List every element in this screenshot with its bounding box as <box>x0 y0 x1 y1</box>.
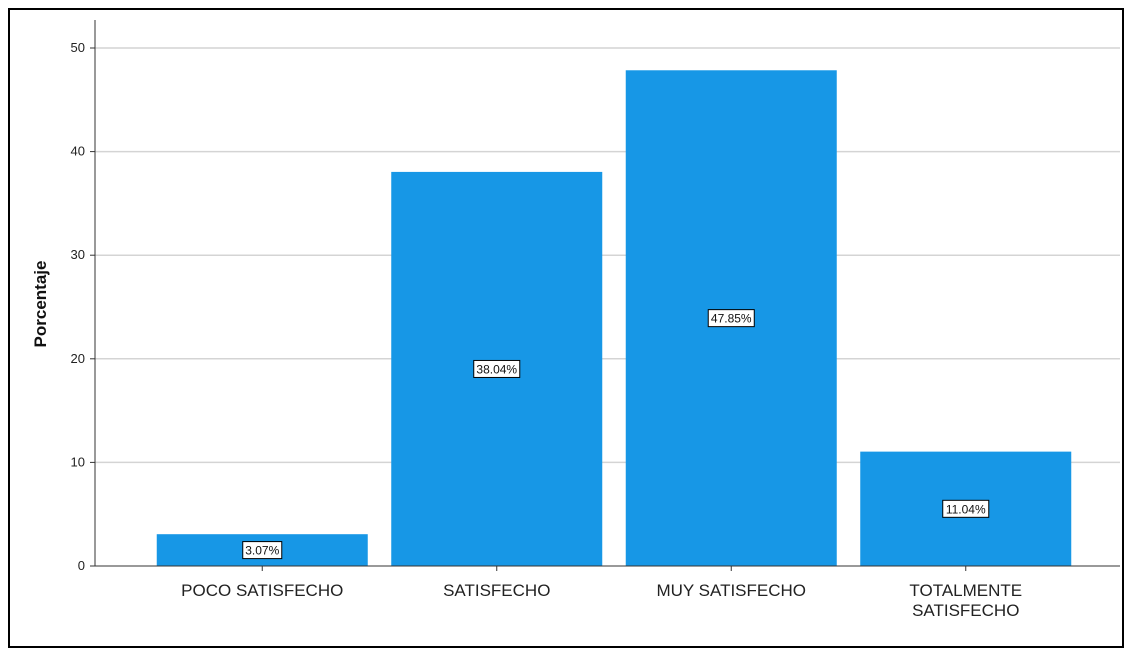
data-label: 3.07% <box>242 541 283 560</box>
x-category-label: SATISFECHO <box>443 581 550 600</box>
x-category-label: POCO SATISFECHO <box>181 581 343 600</box>
x-category-label: MUY SATISFECHO <box>656 581 806 600</box>
data-label-text: 47.85% <box>711 312 752 326</box>
y-tick-label: 0 <box>78 558 85 573</box>
y-axis-title: Porcentaje <box>31 261 50 348</box>
data-label: 47.85% <box>707 309 755 328</box>
axes <box>94 20 1120 567</box>
data-label-text: 38.04% <box>476 362 517 376</box>
x-category-labels: POCO SATISFECHO SATISFECHO MUY SATISFECHO T… <box>181 566 1022 620</box>
data-label-box <box>473 359 521 378</box>
y-tick-label: 40 <box>71 144 85 159</box>
bar-chart: 0 10 20 30 40 50 POCO SATISFECHO SATISFECHO MUY… <box>31 20 1120 620</box>
y-tick-labels: 0 10 20 30 40 50 <box>71 40 95 573</box>
y-tick-label: 50 <box>71 40 85 55</box>
x-category-label: TOTALMENTE SATISFECHO <box>909 581 1022 620</box>
data-label: 38.04% <box>473 359 521 378</box>
data-label-box <box>942 499 990 518</box>
y-tick-label: 30 <box>71 247 85 262</box>
data-label-box <box>242 541 283 560</box>
y-tick-label: 10 <box>71 454 85 469</box>
bars <box>156 70 1072 567</box>
gridlines <box>95 47 1120 464</box>
data-label-text: 11.04% <box>946 502 986 516</box>
data-label-box <box>707 309 755 328</box>
data-label-text: 3.07% <box>245 544 279 558</box>
y-tick-label: 20 <box>71 351 85 366</box>
data-label: 11.04% <box>942 499 990 518</box>
data-labels: 3.07% 38.04% 47.85% 11.04% <box>242 309 990 560</box>
